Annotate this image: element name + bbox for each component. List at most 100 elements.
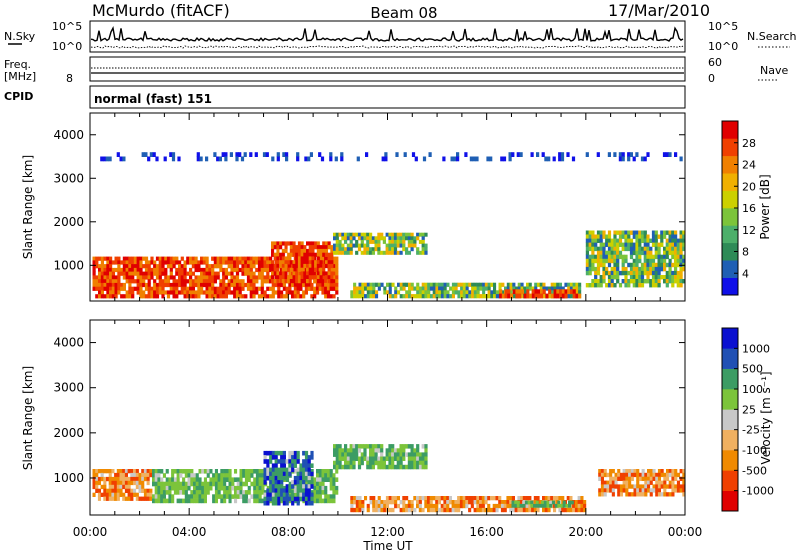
heatmap-cell [269, 264, 273, 269]
heatmap-cell [239, 469, 243, 474]
heatmap-cell [198, 498, 202, 504]
heatmap-cell [333, 444, 337, 449]
heatmap-cell [262, 152, 267, 157]
heatmap-cell [635, 234, 639, 239]
heatmap-cell [473, 507, 477, 513]
heatmap-cell [253, 485, 257, 491]
heatmap-cell [208, 264, 212, 269]
velocity-colorbar-tick-label: -500 [742, 464, 767, 477]
heatmap-cell [676, 250, 680, 256]
heatmap-cell [349, 464, 353, 470]
heatmap-cell [124, 496, 128, 501]
heatmap-cell [344, 236, 348, 241]
heatmap-cell [176, 473, 180, 478]
heatmap-cell [629, 250, 634, 256]
heatmap-cell [173, 469, 177, 474]
heatmap-cell [249, 282, 253, 288]
heatmap-cell [128, 256, 132, 261]
y-tick-label: 4000 [53, 336, 84, 350]
heatmap-cell [258, 498, 262, 504]
heatmap-cell [176, 477, 180, 482]
heatmap-cell [220, 469, 224, 474]
heatmap-cell [633, 492, 637, 497]
heatmap-cell [503, 500, 507, 505]
heatmap-cell [135, 496, 139, 501]
heatmap-cell [424, 448, 428, 453]
heatmap-cell [558, 282, 562, 287]
heatmap-cell [617, 476, 621, 481]
heatmap-cell [500, 500, 504, 505]
heatmap-cell [640, 262, 645, 268]
heatmap-cell [638, 242, 642, 247]
heatmap-cell [178, 271, 182, 276]
heatmap-cell [525, 496, 529, 501]
heatmap-cell [621, 152, 625, 157]
heatmap-cell [651, 230, 656, 235]
heatmap-cell [580, 503, 584, 509]
heatmap-cell [377, 503, 381, 509]
heatmap-cell [195, 477, 199, 482]
heatmap-cell [632, 230, 636, 235]
heatmap-cell [266, 467, 270, 473]
heatmap-cell [674, 242, 678, 247]
heatmap-cell [569, 294, 573, 299]
heatmap-cell [459, 500, 463, 505]
heatmap-cell [154, 473, 158, 478]
heatmap-cell [547, 496, 551, 501]
heatmap-cell [640, 230, 645, 235]
heatmap-cell [418, 286, 422, 291]
heatmap-cell [182, 490, 186, 495]
heatmap-cell [183, 271, 187, 276]
heatmap-cell [183, 275, 187, 280]
heatmap-cell [128, 286, 132, 291]
heatmap-cell [596, 262, 601, 268]
heatmap-cell [213, 271, 217, 276]
heatmap-cell [269, 256, 273, 261]
heatmap-cell [421, 243, 425, 248]
heatmap-cell [427, 294, 431, 299]
heatmap-cell [575, 290, 579, 295]
heatmap-cell [114, 488, 118, 493]
heatmap-cell [660, 266, 664, 272]
heatmap-cell [152, 152, 156, 157]
heatmap-cell [178, 279, 182, 284]
heatmap-cell [408, 294, 412, 299]
heatmap-cell [288, 455, 292, 460]
heatmap-cell [231, 481, 235, 487]
heatmap-cell [178, 264, 182, 269]
heatmap-cell [307, 463, 311, 468]
heatmap-cell [440, 496, 444, 501]
heatmap-cell [399, 250, 403, 255]
heatmap-cell [109, 290, 113, 295]
heatmap-cell [263, 475, 267, 481]
heatmap-cell [353, 290, 357, 295]
heatmap-cell [610, 242, 614, 247]
heatmap-cell [152, 469, 156, 474]
heatmap-cell [679, 250, 683, 256]
heatmap-cell [260, 267, 264, 273]
heatmap-cell [649, 246, 653, 252]
heatmap-cell [611, 480, 615, 485]
heatmap-cell [539, 282, 543, 287]
heatmap-cell [147, 264, 151, 269]
heatmap-cell [408, 290, 412, 295]
heatmap-cell [316, 473, 320, 478]
heatmap-cell [610, 270, 614, 276]
heatmap-cell [383, 500, 387, 505]
heatmap-cell [164, 271, 168, 276]
heatmap-cell [476, 500, 480, 505]
heatmap-cell [616, 246, 620, 252]
heatmap-cell [607, 279, 612, 284]
heatmap-cell [588, 262, 592, 268]
heatmap-cell [250, 469, 254, 474]
heatmap-cell [395, 152, 399, 157]
heatmap-cell [567, 294, 571, 299]
heatmap-cell [355, 503, 359, 509]
heatmap-cell [307, 286, 311, 291]
heatmap-cell [299, 294, 303, 299]
heatmap-cell [219, 256, 223, 261]
heatmap-cell [416, 250, 420, 255]
heatmap-cell [287, 279, 291, 284]
heatmap-cell [349, 456, 353, 461]
